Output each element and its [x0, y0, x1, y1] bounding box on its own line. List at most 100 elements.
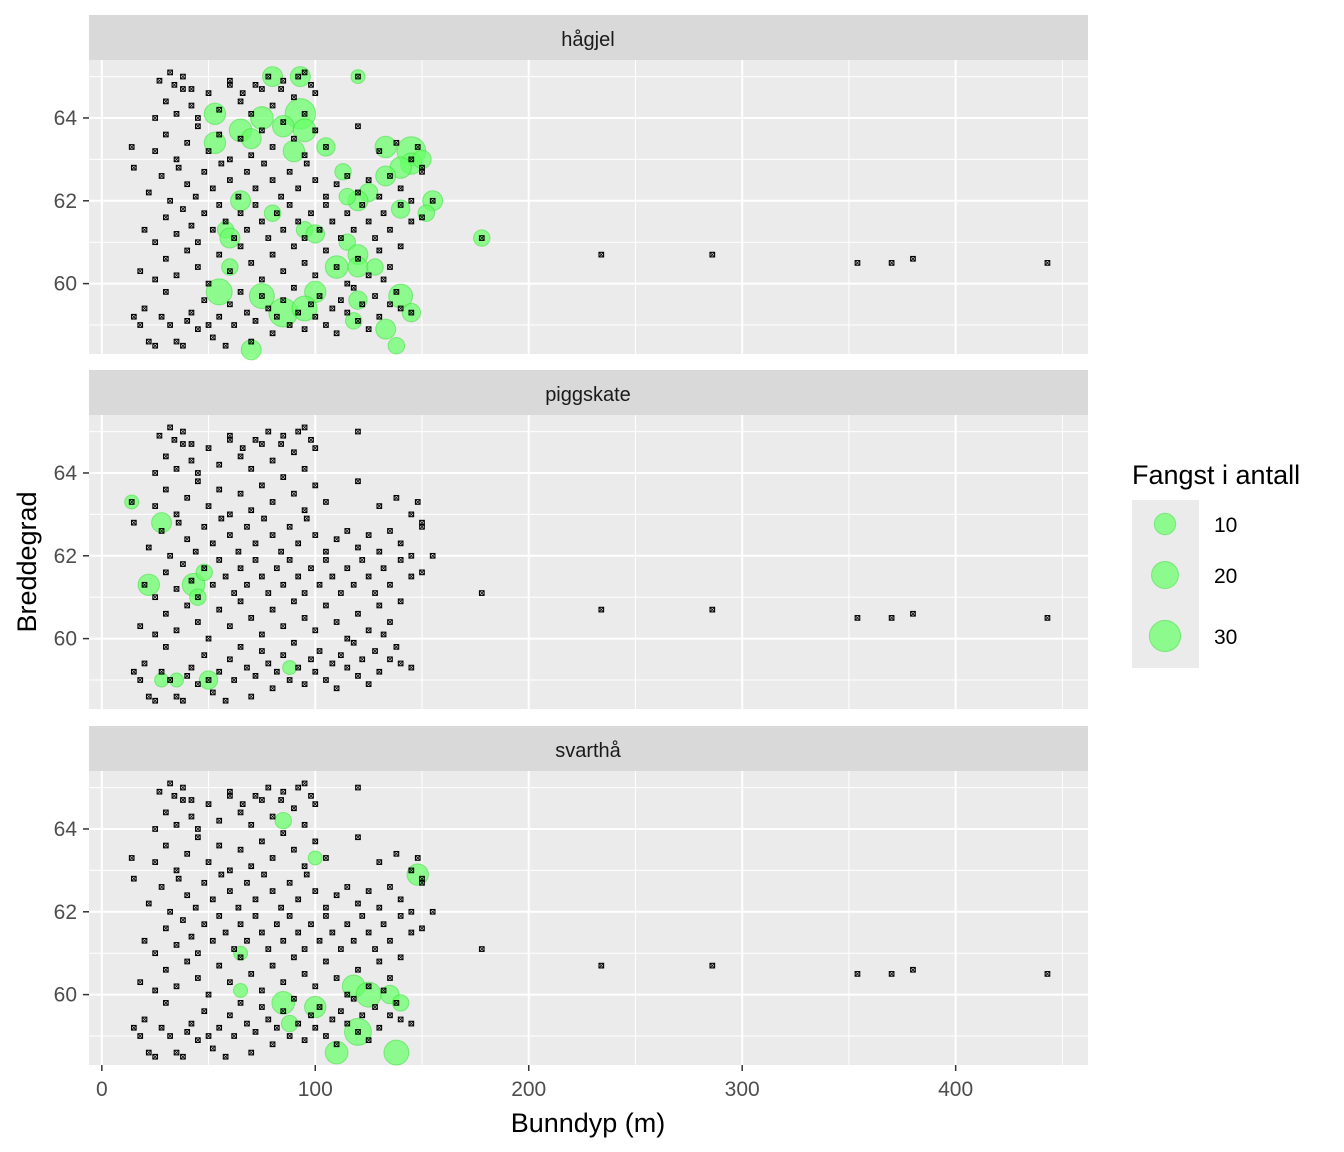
station-cross	[171, 437, 177, 443]
station-marker	[237, 453, 244, 460]
station-box	[1044, 260, 1051, 266]
station-marker	[265, 235, 272, 241]
station-box	[237, 210, 244, 217]
station-cross	[312, 888, 318, 894]
station-marker	[355, 544, 361, 551]
station-cross	[398, 660, 404, 667]
station-box	[312, 801, 319, 807]
station-box	[854, 260, 861, 266]
station-marker	[365, 888, 372, 894]
station-cross	[146, 544, 152, 551]
catch-bubble	[169, 672, 185, 688]
station-cross	[205, 992, 212, 998]
station-box	[152, 631, 159, 638]
station-cross	[287, 880, 293, 886]
station-cross	[359, 913, 365, 919]
station-box	[218, 515, 225, 522]
legend-title: Fangst i antall	[1132, 460, 1300, 490]
station-cross	[248, 615, 254, 621]
station-box	[301, 152, 308, 159]
station-cross	[291, 640, 297, 646]
station-marker	[408, 309, 415, 316]
station-box	[205, 322, 212, 328]
station-marker	[312, 90, 319, 96]
station-cross	[201, 880, 207, 886]
station-cross	[291, 243, 297, 249]
station-marker	[376, 904, 383, 911]
station-box	[209, 1045, 216, 1052]
station-marker	[414, 855, 421, 861]
station-marker	[231, 677, 238, 683]
station-cross	[173, 822, 180, 828]
station-box	[167, 197, 173, 204]
station-cross	[287, 322, 293, 328]
station-box	[180, 73, 186, 80]
station-marker	[301, 507, 308, 514]
station-marker	[216, 606, 223, 613]
station-marker	[344, 921, 351, 928]
station-marker	[278, 904, 284, 911]
station-cross	[201, 921, 207, 927]
station-cross	[184, 602, 190, 609]
station-box	[167, 677, 173, 683]
station-marker	[180, 86, 186, 92]
station-box	[259, 648, 265, 654]
station-cross	[308, 301, 314, 307]
station-box	[291, 954, 297, 961]
station-cross	[265, 428, 271, 435]
station-marker	[333, 619, 340, 625]
station-cross	[323, 602, 329, 609]
station-cross	[338, 235, 344, 241]
station-cross	[252, 437, 259, 443]
station-box	[259, 293, 265, 299]
station-cross	[248, 111, 254, 117]
station-marker	[252, 673, 259, 679]
station-cross	[376, 602, 382, 609]
station-cross	[351, 285, 357, 291]
station-cross	[252, 673, 259, 679]
station-cross	[184, 536, 190, 542]
station-box	[188, 664, 195, 671]
station-cross	[180, 86, 186, 92]
catch-bubble	[375, 318, 397, 340]
station-marker	[248, 971, 255, 977]
station-box	[295, 185, 302, 192]
station-cross	[205, 445, 212, 451]
station-box	[237, 598, 244, 605]
station-box	[419, 569, 425, 576]
station-marker	[408, 908, 415, 915]
station-cross	[205, 322, 212, 328]
station-cross	[280, 78, 286, 84]
station-cross	[180, 441, 186, 447]
station-cross	[167, 677, 173, 683]
station-marker	[419, 925, 425, 932]
station-cross	[280, 227, 286, 233]
station-cross	[366, 272, 372, 278]
station-cross	[180, 343, 186, 349]
station-cross	[302, 466, 308, 472]
station-marker	[312, 272, 319, 279]
station-cross	[210, 227, 216, 233]
station-cross	[1044, 260, 1051, 266]
station-marker	[173, 511, 180, 518]
station-cross	[210, 689, 216, 696]
station-marker	[216, 557, 223, 563]
catch-bubble	[292, 118, 317, 143]
station-marker	[167, 677, 173, 683]
station-box	[184, 247, 191, 254]
station-cross	[387, 264, 393, 270]
station-cross	[237, 210, 244, 216]
station-box	[235, 193, 242, 200]
station-box	[130, 1024, 137, 1031]
station-marker	[175, 164, 182, 171]
station-marker	[280, 581, 287, 588]
gridlines	[89, 415, 1088, 709]
station-marker	[180, 697, 186, 704]
station-cross	[334, 619, 340, 625]
station-box	[201, 297, 208, 304]
station-marker	[393, 1000, 400, 1006]
station-marker	[237, 210, 244, 217]
station-marker	[231, 322, 238, 328]
station-box	[286, 557, 293, 563]
station-box	[188, 102, 195, 109]
